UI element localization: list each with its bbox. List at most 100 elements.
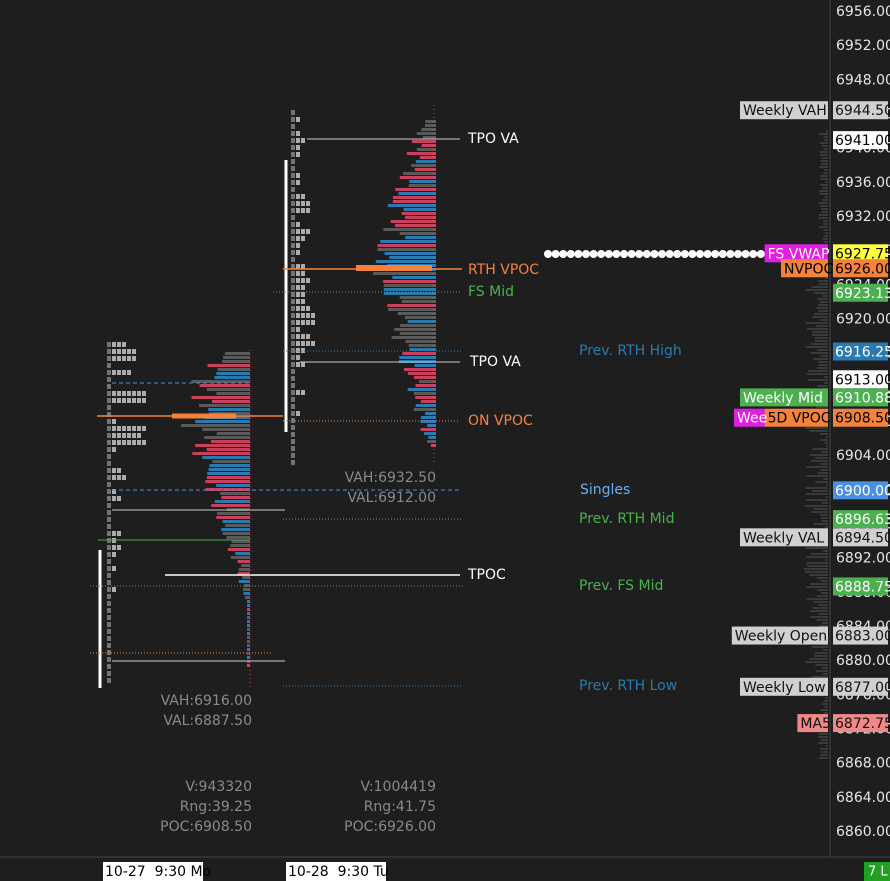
tpo-block — [311, 313, 315, 318]
volume-profile-bar — [230, 556, 250, 559]
tpo-block — [117, 398, 121, 403]
volume-profile-bar — [405, 340, 436, 343]
volume-bar — [820, 592, 828, 594]
tpo-block — [296, 292, 300, 297]
tpo-block — [296, 194, 300, 199]
tpo-block — [291, 439, 295, 444]
volume-profile-bar — [216, 372, 250, 375]
tpo-block — [296, 271, 300, 276]
volume-bar — [807, 565, 828, 567]
volume-profile-bar — [404, 316, 436, 319]
vwap-dot — [566, 250, 575, 258]
level-label: TPO VA — [469, 354, 521, 370]
price-label: 6883.00 — [835, 629, 890, 645]
tpo-block — [132, 433, 136, 438]
tpo-block — [142, 398, 146, 403]
volume-bar — [813, 655, 828, 657]
tpo-block — [107, 643, 111, 648]
tpo-block — [301, 138, 305, 143]
tpo-block — [107, 377, 111, 382]
tpo-block — [117, 475, 121, 480]
vwap-dot — [559, 250, 568, 258]
tpo-block — [291, 390, 295, 395]
volume-bar — [823, 712, 828, 714]
volume-bar — [810, 553, 828, 555]
vwap-dot — [703, 250, 712, 258]
tpo-block — [112, 587, 116, 592]
volume-bar — [819, 301, 828, 303]
volume-bar — [818, 736, 828, 738]
tpo-block — [296, 208, 300, 213]
volume-profile-bar — [195, 444, 250, 447]
volume-bar — [820, 208, 828, 210]
volume-bar — [818, 190, 828, 192]
tpo-block — [137, 440, 141, 445]
tpo-block — [301, 264, 305, 269]
volume-profile-bar — [216, 432, 250, 435]
volume-profile-bar — [415, 396, 436, 399]
price-label-tag-box — [764, 408, 828, 427]
volume-profile-bar — [199, 384, 250, 387]
volume-profile-bar — [420, 416, 436, 419]
volume-profile-bar — [391, 336, 436, 339]
volume-bar — [818, 742, 828, 744]
price-label-box — [833, 481, 888, 500]
volume-profile-bar — [222, 532, 250, 535]
tpo-block — [112, 545, 116, 550]
tpo-block — [127, 440, 131, 445]
volume-profile-bar — [419, 156, 436, 159]
tpo-block — [117, 391, 121, 396]
volume-profile-bar — [415, 384, 436, 387]
volume-bar — [823, 223, 828, 225]
volume-bar — [820, 175, 828, 177]
price-label-box — [833, 408, 888, 427]
volume-profile-bar — [409, 180, 436, 183]
tpo-block — [306, 229, 310, 234]
volume-bar — [818, 613, 828, 615]
volume-profile-bar — [414, 376, 436, 379]
tpo-block — [291, 376, 295, 381]
tpo-block — [296, 131, 300, 136]
tpo-block — [301, 201, 305, 206]
tpo-block — [107, 384, 111, 389]
price-tick-label: 6860.00 — [836, 824, 890, 840]
volume-bar — [814, 340, 828, 342]
tpo-block — [306, 208, 310, 213]
volume-profile-bar — [399, 324, 436, 327]
volume-profile-bar — [207, 472, 250, 475]
volume-bar — [806, 598, 828, 600]
volume-bar — [810, 343, 828, 345]
volume-bar — [805, 346, 828, 348]
volume-bar — [810, 460, 828, 462]
volume-profile-bar — [387, 304, 436, 307]
level-label: FS Mid — [468, 284, 514, 300]
session-range: Rng:41.75 — [364, 799, 436, 815]
tpo-block — [142, 440, 146, 445]
vwap-dot — [756, 250, 765, 258]
volume-bar — [824, 139, 828, 141]
tpo-block — [107, 342, 111, 347]
volume-bar — [822, 295, 828, 297]
volume-profile-bar — [226, 536, 250, 539]
price-label-tag-box — [740, 101, 828, 120]
volume-profile-bar — [415, 404, 436, 407]
volume-profile-bar — [384, 252, 436, 255]
volume-bar — [823, 172, 828, 174]
tpo-block — [306, 341, 310, 346]
session-poc: POC:6926.00 — [344, 819, 436, 835]
tpo-block — [296, 320, 300, 325]
tpo-block — [127, 398, 131, 403]
volume-bar — [813, 358, 828, 360]
vwap-dot — [642, 250, 651, 258]
volume-bar — [806, 586, 828, 588]
volume-profile-bar — [247, 640, 250, 643]
price-tick-label: 6952.00 — [836, 38, 890, 54]
volume-bar — [812, 316, 828, 318]
volume-profile-bar — [211, 440, 250, 443]
volume-bar — [823, 136, 828, 138]
vwap-dot — [673, 250, 682, 258]
volume-bar — [805, 571, 828, 573]
tpo-block — [296, 201, 300, 206]
volume-bar — [823, 550, 828, 552]
